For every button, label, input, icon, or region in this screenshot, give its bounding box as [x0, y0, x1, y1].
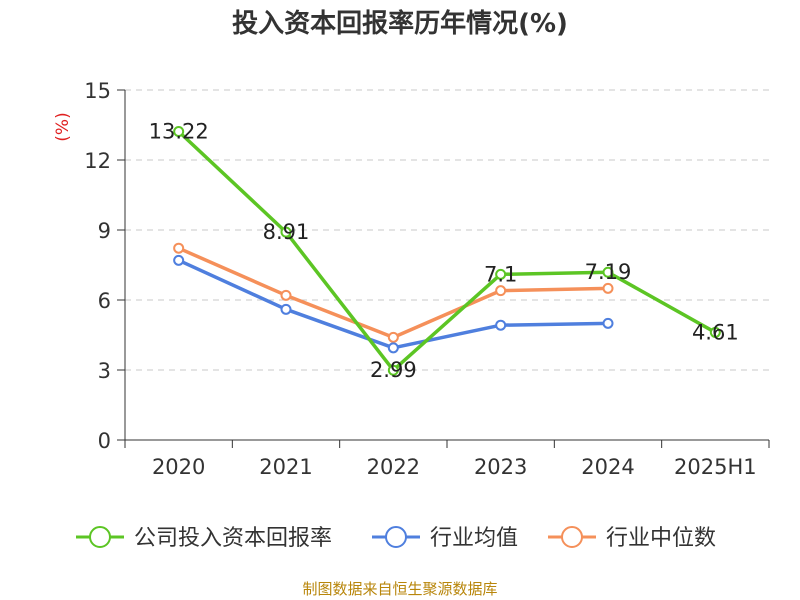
legend-item: 行业中位数: [548, 526, 716, 551]
x-tick-label: 2020: [152, 455, 205, 479]
y-tick-label: 15: [84, 79, 111, 103]
y-tick-label: 9: [98, 219, 111, 243]
data-label: 7.1: [484, 262, 517, 286]
data-point: [280, 226, 292, 238]
legend-label: 公司投入资本回报率: [134, 526, 332, 551]
legend-swatch-marker: [385, 526, 407, 548]
y-tick-label: 6: [98, 289, 111, 313]
data-point: [495, 285, 507, 297]
data-point: [387, 331, 399, 343]
data-point: [602, 266, 614, 278]
series-layer: [173, 126, 721, 376]
legend-label: 行业均值: [430, 526, 518, 551]
series-0: [173, 126, 721, 376]
data-labels: 13.22 8.91 2.99 7.1 7.19 4.61: [149, 120, 739, 383]
data-label: 7.19: [585, 260, 632, 284]
legend: 公司投入资本回报率 行业均值 行业中位数: [76, 526, 716, 551]
legend-swatch-marker: [89, 526, 111, 548]
chart-title: 投入资本回报率历年情况(%): [232, 8, 568, 39]
legend-swatch-marker: [561, 526, 583, 548]
data-point: [280, 303, 292, 315]
source-note: 制图数据来自恒生聚源数据库: [302, 580, 497, 598]
y-axis-unit: (%): [53, 112, 73, 141]
gridlines: [125, 89, 769, 371]
x-tick-label: 2024: [581, 455, 634, 479]
legend-item: 行业均值: [372, 526, 518, 551]
data-point: [173, 254, 185, 266]
data-label: 13.22: [149, 120, 209, 144]
data-point: [173, 126, 185, 138]
data-point: [387, 342, 399, 354]
data-point: [387, 364, 399, 376]
legend-item: 公司投入资本回报率: [76, 526, 332, 551]
x-tick-label: 2022: [367, 455, 420, 479]
data-label: 2.99: [370, 358, 417, 382]
x-tick-label: 2021: [259, 455, 312, 479]
axes: 0 3 6 9 12 15 2020 2021 2022 2023 2024 2025H1: [84, 79, 770, 479]
data-point: [709, 326, 721, 338]
series-1: [173, 254, 614, 354]
data-point: [602, 317, 614, 329]
x-tick-label: 2023: [474, 455, 527, 479]
series-line: [177, 130, 717, 372]
data-label: 8.91: [263, 220, 310, 244]
data-point: [495, 319, 507, 331]
data-point: [602, 282, 614, 294]
data-point: [495, 268, 507, 280]
series-2: [173, 242, 614, 343]
y-tick-label: 12: [84, 149, 111, 173]
legend-label: 行业中位数: [606, 526, 716, 551]
y-tick-label: 3: [98, 359, 111, 383]
y-tick-label: 0: [98, 429, 111, 453]
data-label: 4.61: [692, 320, 739, 344]
x-tick-label: 2025H1: [674, 455, 757, 479]
data-point: [280, 289, 292, 301]
data-point: [173, 242, 185, 254]
